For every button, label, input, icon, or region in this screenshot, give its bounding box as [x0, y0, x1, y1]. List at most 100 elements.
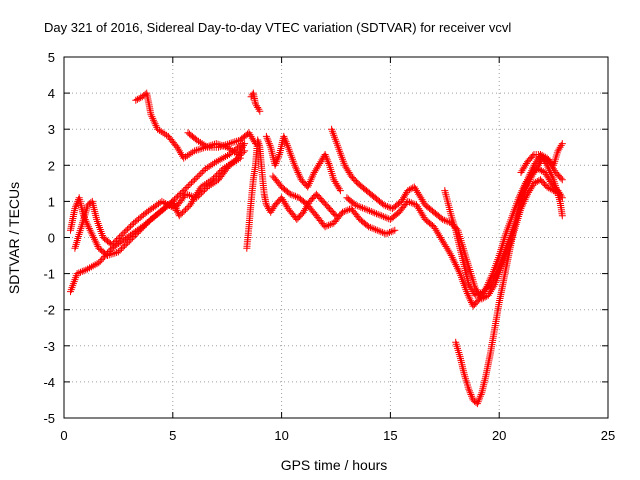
series-trace-5 [184, 129, 259, 151]
data-point-plus [132, 94, 145, 104]
data-point-plus [119, 221, 136, 238]
data-point-plus [204, 177, 221, 191]
data-point-plus [326, 161, 337, 182]
data-point-plus [154, 125, 171, 139]
data-point-plus [319, 197, 332, 211]
data-point-plus [439, 237, 454, 258]
data-point-plus [147, 111, 161, 131]
data-point-plus [143, 199, 164, 216]
data-point-plus [500, 257, 511, 285]
data-point-plus [360, 205, 375, 215]
y-tick-label: -4 [43, 375, 55, 390]
data-point-plus [312, 190, 326, 204]
data-point-plus [108, 235, 129, 252]
data-point-plus [247, 178, 257, 205]
data-point-plus [537, 176, 550, 189]
data-point-plus [286, 190, 301, 201]
data-point-plus [175, 203, 193, 220]
data-point-plus [182, 190, 199, 201]
data-point-plus [67, 207, 78, 234]
data-point-plus [197, 177, 214, 191]
data-point-plus [556, 197, 566, 218]
y-tick-label: 2 [48, 158, 55, 173]
data-point-plus [93, 215, 106, 239]
x-tick-label: 20 [492, 428, 506, 443]
data-point-plus [371, 194, 386, 208]
data-point-plus [524, 163, 537, 184]
y-tick-label: 5 [48, 50, 55, 65]
data-point-plus [304, 201, 319, 218]
data-point-plus [480, 278, 495, 296]
data-point-plus [86, 226, 102, 250]
y-tick-label: 3 [48, 122, 55, 137]
data-point-plus [136, 217, 153, 234]
data-point-plus [439, 215, 454, 226]
data-point-plus [193, 136, 210, 150]
data-point-plus [421, 215, 436, 229]
data-point-plus [334, 143, 348, 167]
data-point-plus [225, 155, 242, 169]
series-trace-3 [71, 154, 244, 252]
y-tick-label: -1 [43, 267, 55, 282]
data-point-plus [543, 183, 556, 194]
data-point-plus [543, 161, 557, 182]
data-point-plus [236, 130, 251, 144]
data-point-plus [415, 190, 428, 207]
data-point-plus [114, 239, 132, 256]
data-point-plus [67, 272, 80, 296]
data-point-plus [465, 280, 478, 297]
series-trace-14 [517, 151, 566, 220]
data-point-plus [326, 205, 339, 218]
data-point-plus [312, 212, 328, 229]
data-point-plus [330, 176, 343, 193]
data-point-plus [258, 169, 268, 196]
data-point-plus [552, 169, 565, 182]
data-point-plus [478, 373, 490, 397]
data-point-plus [471, 288, 486, 299]
x-tick-label: 0 [60, 428, 67, 443]
data-point-plus [180, 148, 197, 162]
data-point-plus [363, 187, 378, 201]
data-point-plus [215, 163, 232, 184]
data-point-plus [212, 152, 231, 166]
data-point-plus [430, 223, 445, 243]
data-point-plus [125, 228, 143, 245]
data-point-plus [421, 201, 436, 215]
series-trace-10 [328, 125, 564, 303]
data-point-plus [502, 214, 515, 238]
data-point-plus [95, 244, 110, 258]
data-point-plus [321, 151, 333, 167]
data-point-plus [517, 178, 531, 202]
data-point-plus [397, 188, 411, 205]
data-point-plus [365, 223, 380, 234]
data-point-plus [343, 194, 358, 208]
data-point-plus [77, 203, 91, 231]
x-tick-label: 15 [383, 428, 397, 443]
data-point-plus [130, 210, 149, 227]
data-point-plus [256, 107, 264, 115]
series-trace-8 [262, 132, 344, 195]
y-tick-label: 1 [48, 194, 55, 209]
data-point-plus [441, 187, 455, 218]
data-point-plus [465, 385, 476, 402]
data-point-plus [404, 184, 417, 195]
data-point-plus [558, 176, 566, 184]
x-tick-label: 5 [169, 428, 176, 443]
data-point-plus [215, 140, 232, 151]
data-point-plus [173, 143, 187, 160]
data-point-plus [452, 338, 463, 359]
x-tick-label: 25 [601, 428, 615, 443]
series-trace-4 [132, 89, 249, 162]
data-point-plus [558, 212, 566, 220]
data-point-plus [391, 226, 399, 234]
data-point-plus [158, 197, 177, 212]
x-tick-label: 10 [274, 428, 288, 443]
data-point-plus [269, 172, 284, 189]
data-point-plus [304, 170, 317, 191]
series-trace-6 [247, 89, 264, 115]
data-point-plus [487, 326, 498, 357]
y-tick-label: -3 [43, 339, 55, 354]
data-point-plus [336, 187, 344, 195]
data-point-plus [143, 89, 155, 117]
